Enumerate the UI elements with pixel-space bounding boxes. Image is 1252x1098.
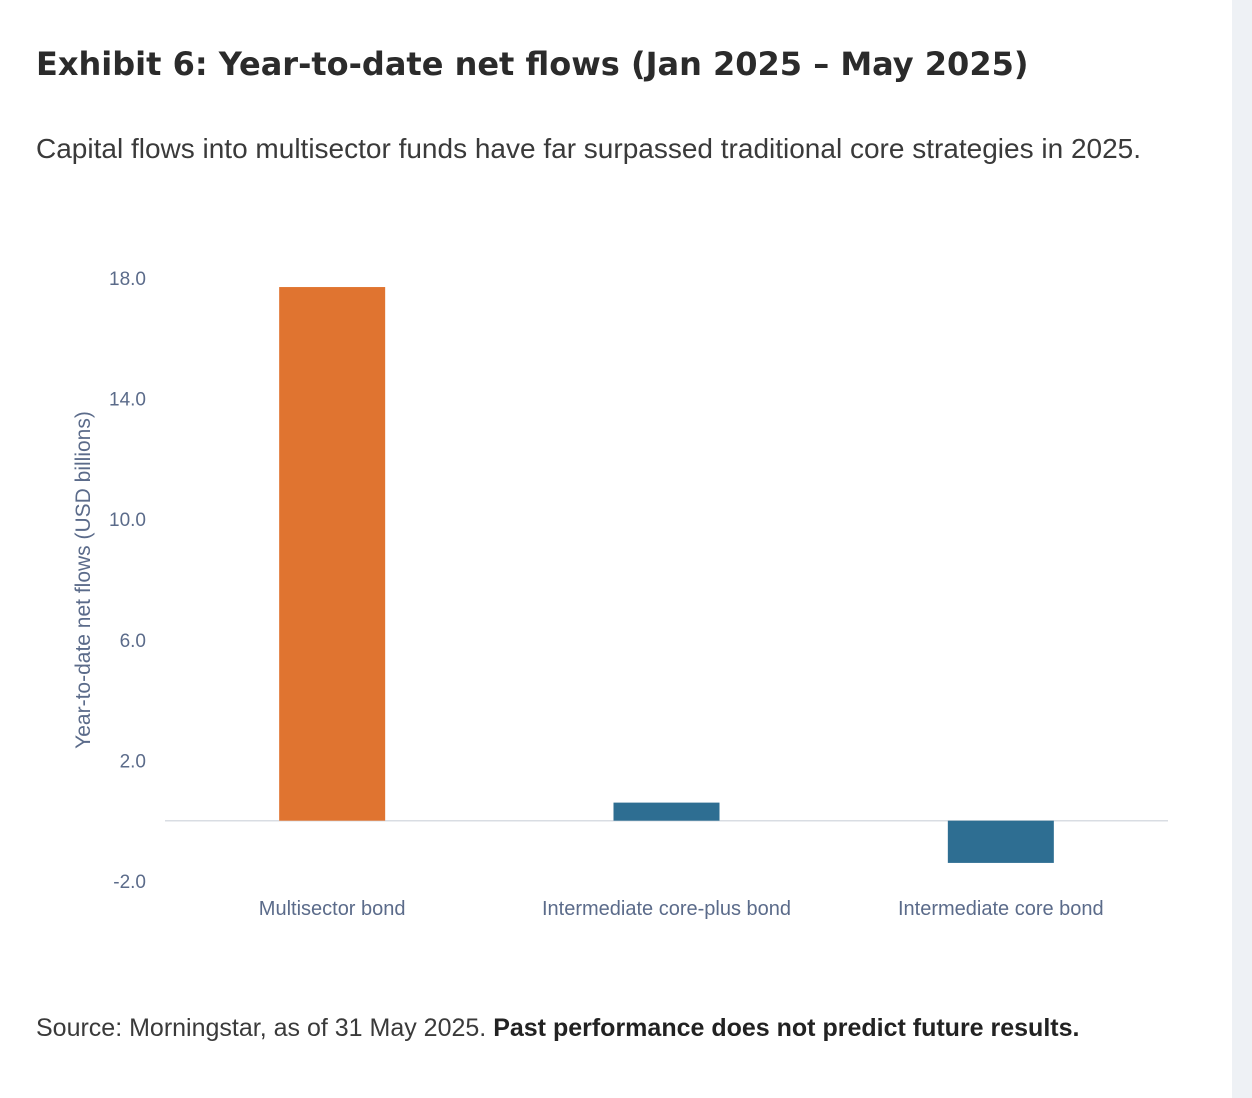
y-tick-label: 10.0 <box>109 510 146 531</box>
source-text: Source: Morningstar, as of 31 May 2025. <box>36 1014 494 1042</box>
y-tick-label: 6.0 <box>120 631 146 652</box>
y-tick-label: 18.0 <box>109 269 146 290</box>
x-axis-labels: Multisector bond Intermediate core-plus b… <box>259 898 1104 920</box>
y-tick-label: 14.0 <box>109 390 146 411</box>
exhibit-subtitle: Capital flows into multisector funds hav… <box>36 133 1142 164</box>
x-category-label: Multisector bond <box>259 898 406 920</box>
source-note: Source: Morningstar, as of 31 May 2025. … <box>36 1008 1216 1048</box>
bar-chart: 18.0 14.0 10.0 6.0 2.0 -2.0 Multisector bond I… <box>72 269 1168 920</box>
exhibit-title: Exhibit 6: Year-to-date net flows (Jan 2… <box>36 45 1029 83</box>
x-category-label: Intermediate core-plus bond <box>542 898 791 920</box>
bars <box>279 287 1054 863</box>
bar <box>947 820 1054 863</box>
y-axis-title: Year-to-date net flows (USD billions) <box>72 411 95 749</box>
y-tick-label: 2.0 <box>120 751 146 772</box>
bar <box>613 802 720 821</box>
x-category-label: Intermediate core bond <box>898 898 1104 920</box>
bar <box>279 287 386 821</box>
y-tick-label: -2.0 <box>113 872 146 893</box>
y-axis-ticks: 18.0 14.0 10.0 6.0 2.0 -2.0 <box>109 269 146 893</box>
disclaimer-text: Past performance does not predict future… <box>493 1014 1080 1042</box>
